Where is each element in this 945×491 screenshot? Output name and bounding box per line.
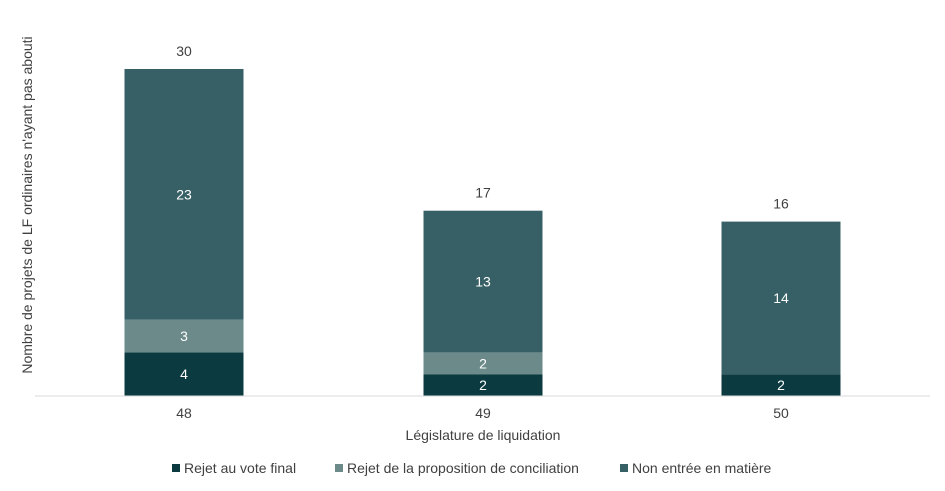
data-label-49-series-1: 2 (479, 355, 487, 371)
bar-segment-49-series-2 (423, 210, 543, 353)
x-axis-title: Législature de liquidation (406, 427, 561, 443)
bar-segment-49-series-1 (423, 352, 543, 375)
bars-layer (124, 69, 841, 396)
legend: Rejet au vote final Rejet de la propositi… (172, 460, 772, 476)
x-tick-label-50: 50 (773, 405, 789, 421)
data-label-49-series-0: 2 (479, 377, 487, 393)
bar-segment-49-series-0 (423, 374, 543, 396)
data-label-50-series-0: 2 (777, 377, 785, 393)
y-axis-title: Nombre de projets de LF ordinaires n'aya… (19, 36, 35, 373)
legend-swatch-0 (172, 464, 180, 472)
legend-item-2: Non entrée en matière (620, 460, 772, 476)
legend-swatch-1 (335, 464, 343, 472)
total-label-49: 17 (475, 185, 491, 201)
total-label-48: 30 (176, 43, 192, 59)
data-label-49-series-2: 13 (475, 274, 491, 290)
legend-swatch-2 (620, 464, 628, 472)
legend-label-2: Non entrée en matière (632, 460, 772, 476)
legend-label-1: Rejet de la proposition de conciliation (347, 460, 579, 476)
data-label-48-series-2: 23 (176, 186, 192, 202)
data-label-48-series-0: 4 (180, 366, 188, 382)
bar-segment-50-series-2 (721, 221, 841, 375)
bar-segment-48-series-0 (124, 352, 244, 396)
bar-segment-50-series-0 (721, 374, 841, 396)
x-tick-label-49: 49 (475, 405, 491, 421)
bar-segment-48-series-2 (124, 69, 244, 320)
legend-item-0: Rejet au vote final (172, 460, 296, 476)
data-label-48-series-1: 3 (180, 328, 188, 344)
labels-layer: 4 3 23 30 48 2 2 13 17 49 2 14 16 50 (176, 43, 789, 421)
total-label-50: 16 (773, 196, 789, 212)
x-tick-label-48: 48 (176, 405, 192, 421)
bar-segment-48-series-1 (124, 319, 244, 353)
legend-item-1: Rejet de la proposition de conciliation (335, 460, 579, 476)
data-label-50-series-2: 14 (773, 290, 789, 306)
legend-label-0: Rejet au vote final (184, 460, 296, 476)
